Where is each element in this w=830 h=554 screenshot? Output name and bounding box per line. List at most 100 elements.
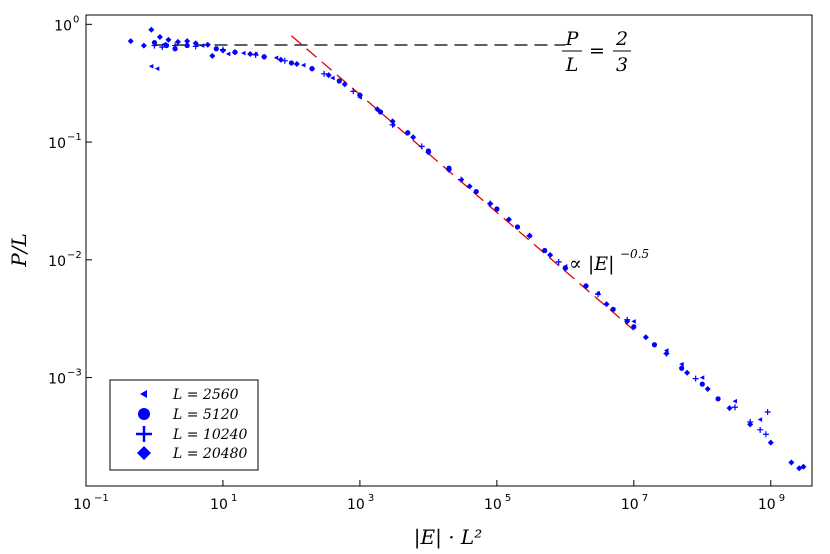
data-point-diamond [204,41,211,48]
x-axis-label: |E| · L² [414,525,482,550]
data-point-diamond [582,282,589,289]
y-tick-label: 10 [48,254,66,270]
data-point-triangle-left [300,62,306,68]
slope-annotation-text: ∝ |E| [569,253,615,275]
slope-annotation-exponent: −0.5 [620,247,649,261]
data-point-triangle-left [699,375,705,380]
data-point-circle [542,247,548,254]
data-point-diamond [127,38,134,45]
data-point-circle [494,206,500,212]
data-point-circle [715,396,721,402]
data-point-diamond [505,216,512,223]
plateau-annotation-num: P [565,28,580,50]
x-tick-label: 10 [758,497,776,513]
data-point-triangle-left [199,43,205,48]
data-point-diamond [684,369,691,376]
data-point-plus [172,42,179,49]
data-point-diamond [446,166,452,173]
y-tick-label: 10 [48,136,66,152]
x-tick-label: 10 [73,497,91,513]
plateau-annotation: P L = 2 3 [562,28,631,76]
data-point-diamond [547,251,554,258]
data-point-plus [692,375,699,382]
data-point-diamond [726,405,733,412]
data-point-diamond [562,265,569,272]
data-point-triangle-left [330,75,335,81]
legend-marker-triangle [140,390,147,398]
data-point-plus [350,88,357,95]
data-point-circle [679,365,685,371]
plateau-annotation-valnum: 2 [615,28,628,50]
data-point-triangle-left [631,319,636,324]
data-point-diamond [603,301,610,308]
data-point-diamond [165,36,172,43]
data-point-plus [555,258,562,265]
x-tick-label-exponent: 7 [642,493,648,504]
data-point-plus [458,176,465,183]
data-point-circle [151,39,158,46]
x-tick-label-exponent: 3 [368,493,374,504]
plateau-annotation-eq: = [589,40,605,62]
x-axis-label-text: |E| · L² [414,525,482,550]
x-tick-label: 10 [621,497,639,513]
data-point-diamond [767,439,774,446]
legend: L = 2560 L = 5120 L = 10240 L = 20480 [109,379,259,471]
data-point-diamond [341,81,348,88]
data-point-diamond [293,61,300,68]
data-point-diamond [356,92,363,99]
legend-item-20480: L = 20480 [137,446,248,462]
y-tick-label-exponent: 0 [73,14,79,25]
data-point-diamond [184,38,191,45]
axis-ticks: 10 −1 10 1 10 3 10 5 10 7 10 910 010 −110 −210 −3 [48,14,785,513]
data-point-circle [699,381,705,387]
data-point-plus [321,70,328,77]
data-point-circle [288,60,295,66]
data-point-diamond [487,200,494,207]
data-point-circle [336,78,342,84]
legend-item-10240: L = 10240 [136,426,248,443]
data-point-circle [610,306,616,312]
data-point-diamond [747,421,754,428]
data-point-diamond [788,459,795,466]
legend-item-5120: L = 5120 [138,407,239,423]
legend-label-20480: L = 20480 [172,446,248,462]
data-point-plus [595,291,602,298]
data-point-plus [151,42,158,49]
legend-marker-diamond [137,446,151,460]
legend-marker-plus [136,426,152,442]
data-point-plus [764,409,771,416]
y-tick-label-exponent: −2 [67,250,82,261]
data-point-diamond [140,42,147,49]
y-tick-label: 10 [48,372,66,388]
x-tick-label-exponent: 9 [779,493,785,504]
plot-frame [85,14,813,487]
data-point-diamond [704,385,711,392]
data-point-triangle-left [225,51,231,57]
data-point-diamond [624,318,631,325]
data-point-triangle-left [154,66,160,71]
data-point-diamond [526,232,533,239]
data-point-diamond [174,38,181,45]
power_law-reference-line [291,35,635,331]
y-tick-label-exponent: −1 [67,132,82,143]
data-points [127,26,807,472]
data-point-circle [213,46,219,52]
data-point-circle [377,109,384,115]
x-tick-label: 10 [484,497,502,513]
data-point-triangle-left [241,50,246,56]
data-point-triangle-left [273,55,279,61]
x-tick-label: 10 [347,497,365,513]
data-point-triangle-left [679,361,684,367]
x-tick-label-exponent: 1 [231,493,237,504]
data-point-diamond [277,56,284,63]
data-point-plus [757,426,764,433]
data-point-diamond [192,40,199,47]
data-point-circle [514,224,521,230]
data-point-diamond [209,52,216,59]
data-point-diamond [309,65,316,72]
data-point-plus [762,431,769,438]
plateau-annotation-den: L [565,54,579,76]
y-tick-label-exponent: −3 [67,368,82,379]
